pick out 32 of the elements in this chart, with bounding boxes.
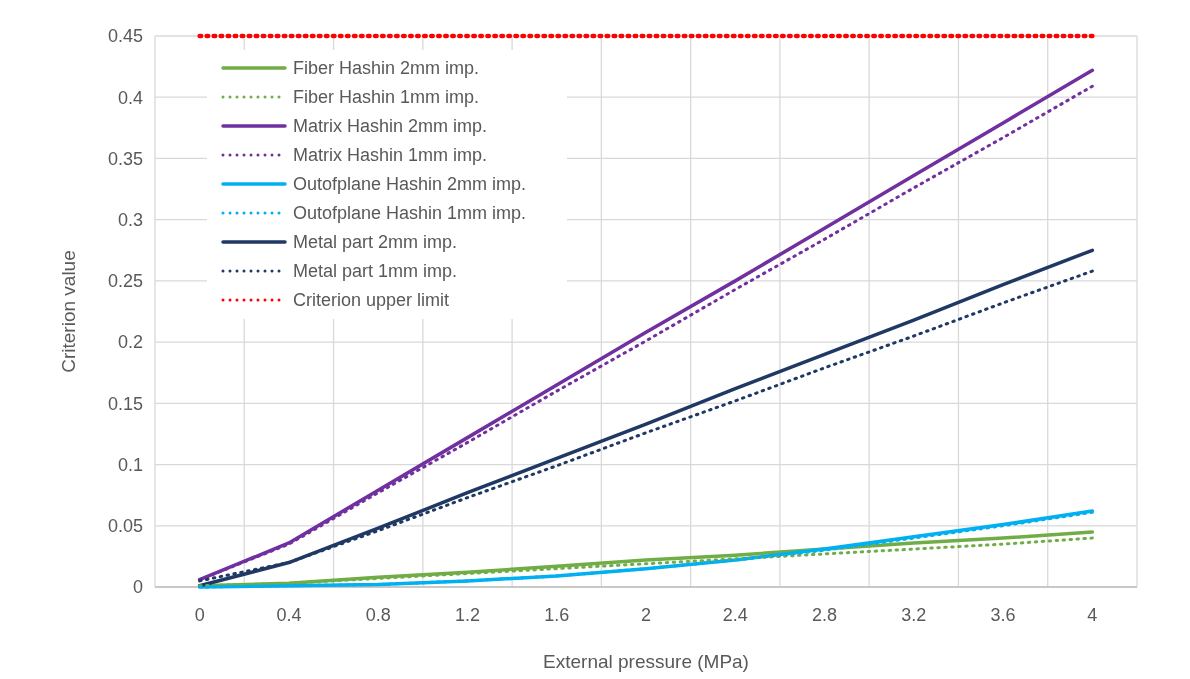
legend-label: Outofplane Hashin 2mm imp.	[293, 174, 527, 195]
y-tick-label: 0.25	[107, 271, 143, 292]
x-tick-label: 2.4	[722, 605, 748, 625]
x-tick-label: 0	[194, 605, 205, 625]
y-tick-label: 0.4	[117, 87, 143, 108]
legend-label: Fiber Hashin 2mm imp.	[293, 58, 480, 79]
x-tick-label: 0.4	[276, 605, 302, 625]
x-tick-label: 2.8	[812, 605, 838, 625]
x-axis-title: External pressure (MPa)	[543, 651, 749, 672]
y-tick-label: 0	[132, 577, 143, 598]
legend-label: Metal part 2mm imp.	[293, 232, 458, 253]
y-tick-label: 0.15	[107, 393, 143, 414]
x-tick-label: 0.8	[365, 605, 391, 625]
y-tick-label: 0.35	[107, 148, 143, 169]
y-axis-title: Criterion value	[58, 250, 79, 373]
legend-label: Fiber Hashin 1mm imp.	[293, 87, 480, 108]
x-tick-label: 2	[640, 605, 652, 625]
x-tick-label: 1.6	[544, 605, 570, 625]
x-tick-label: 4	[1087, 605, 1098, 625]
y-tick-label: 0.3	[117, 209, 143, 230]
legend-label: Outofplane Hashin 1mm imp.	[293, 203, 527, 224]
y-tick-label: 0.05	[107, 516, 143, 537]
x-tick-label: 3.6	[990, 605, 1016, 625]
legend-label: Matrix Hashin 2mm imp.	[293, 116, 488, 137]
y-tick-label: 0.2	[117, 332, 143, 353]
legend-label: Matrix Hashin 1mm imp.	[293, 145, 488, 166]
y-tick-label: 0.1	[117, 454, 143, 475]
x-tick-label: 3.2	[901, 605, 927, 625]
x-tick-label: 1.2	[454, 605, 480, 625]
y-tick-label: 0.45	[107, 26, 143, 47]
legend-label: Metal part 1mm imp.	[293, 261, 458, 282]
legend-label: Criterion upper limit	[293, 290, 450, 311]
